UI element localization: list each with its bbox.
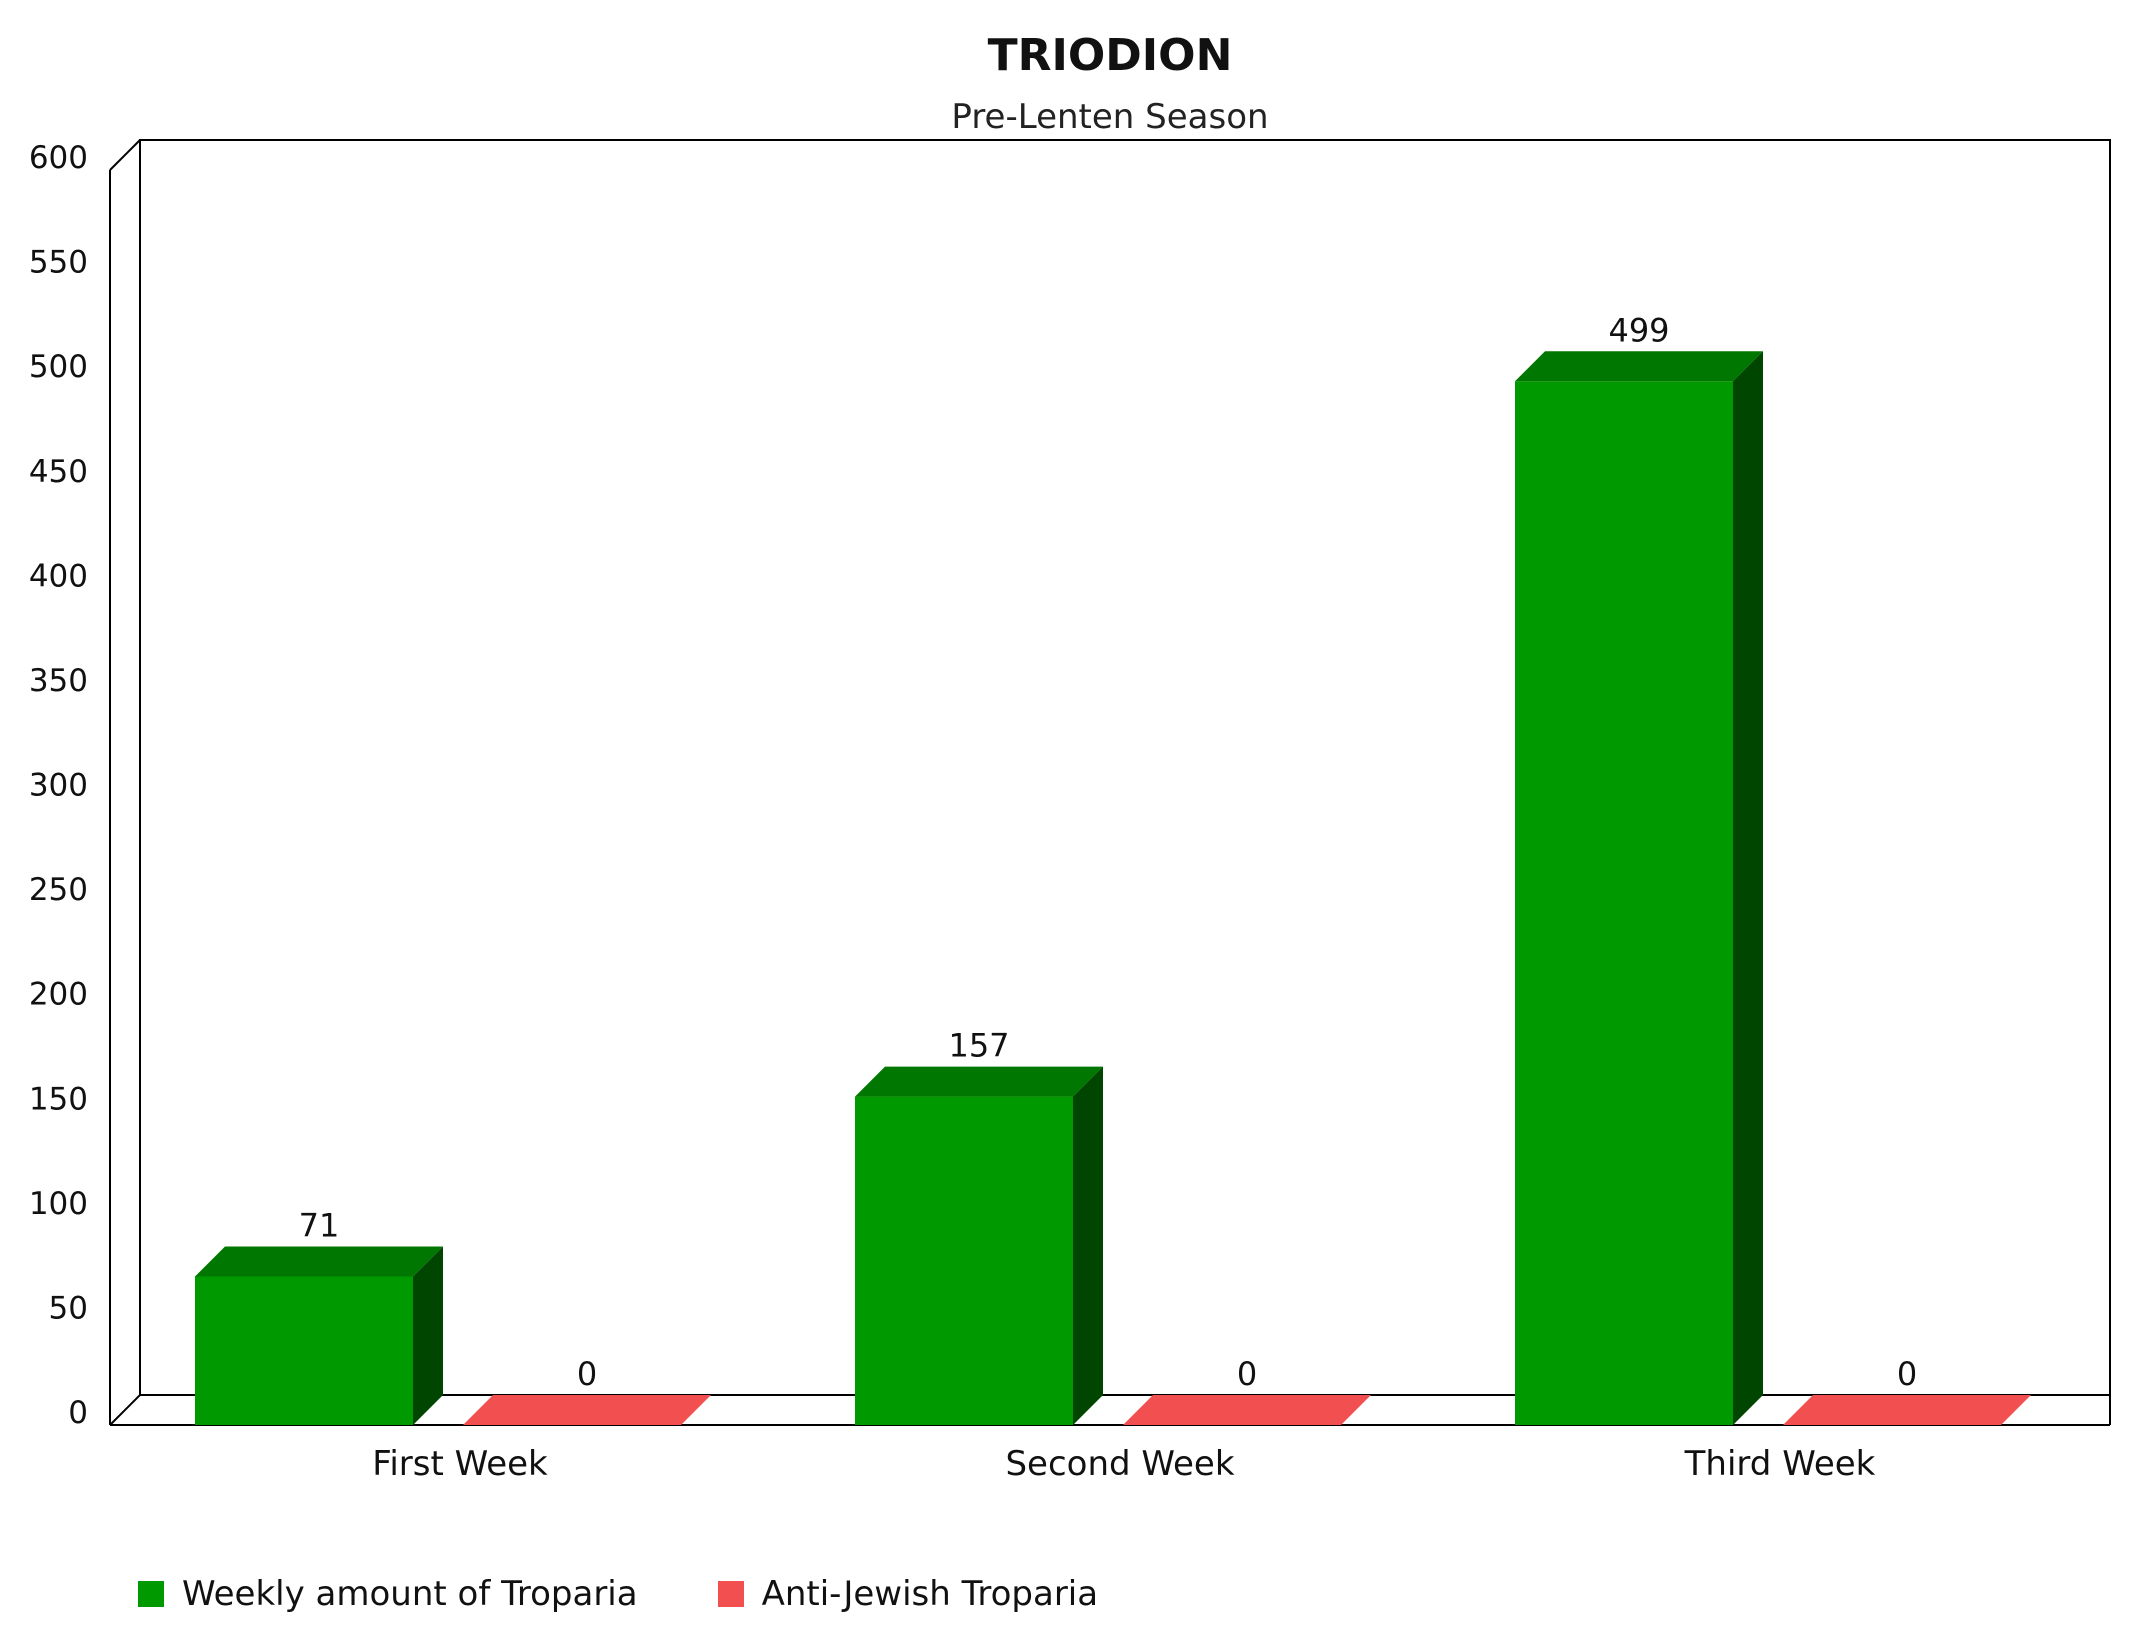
bar-front (195, 1276, 413, 1425)
bar-front (855, 1096, 1073, 1425)
legend: Weekly amount of Troparia Anti-Jewish Tro… (138, 1574, 1098, 1614)
bar-top (1515, 351, 1763, 382)
y-tick-label: 450 (29, 454, 88, 490)
y-tick-label: 50 (49, 1290, 88, 1326)
legend-swatch (717, 1581, 744, 1607)
bar-weekly-troparia: 71 (195, 1206, 443, 1425)
legend-label: Anti-Jewish Troparia (761, 1574, 1099, 1614)
legend-item: Weekly amount of Troparia (138, 1574, 638, 1614)
y-tick-label: 600 (29, 140, 88, 176)
bar-weekly-troparia: 499 (1515, 311, 1763, 1426)
y-tick-label: 250 (29, 872, 88, 908)
plot-frame (109, 139, 2111, 1426)
bar-top (463, 1395, 711, 1425)
data-label: 499 (1608, 311, 1669, 349)
data-label: 0 (577, 1355, 597, 1393)
bar-side (1073, 1066, 1103, 1425)
bar-weekly-troparia: 157 (855, 1027, 1103, 1425)
y-axis: 0 50 100 150 200 250 300 350 400 450 500 550 600 (29, 140, 88, 1431)
legend-swatch (138, 1581, 164, 1607)
bar-top (195, 1246, 443, 1277)
data-label: 157 (948, 1027, 1009, 1065)
back-wall (109, 139, 2111, 1426)
y-tick-label: 400 (29, 558, 88, 594)
bar-top (1783, 1395, 2031, 1425)
bar-anti-jewish-troparia: 0 (1123, 1355, 1371, 1425)
legend-label: Weekly amount of Troparia (182, 1574, 638, 1614)
y-tick-label: 550 (29, 245, 88, 281)
y-tick-label: 150 (29, 1081, 88, 1117)
data-label: 71 (299, 1206, 340, 1244)
top-left-edge (109, 139, 141, 171)
y-tick-label: 100 (29, 1186, 88, 1222)
bar-top (1123, 1395, 1371, 1425)
chart-title: TRIODION (988, 30, 1233, 81)
y-tick-label: 350 (29, 663, 88, 699)
legend-item: Anti-Jewish Troparia (717, 1574, 1099, 1614)
bar-anti-jewish-troparia: 0 (1783, 1355, 2031, 1425)
y-tick-label: 500 (29, 349, 88, 385)
x-axis: First Week Second Week Third Week (372, 1444, 1875, 1484)
y-tick-label: 200 (29, 977, 88, 1013)
y-tick-label: 0 (68, 1395, 88, 1431)
bar-side (413, 1246, 443, 1425)
bars-group: 71 0 157 0 499 0 (195, 311, 2031, 1426)
y-tick-label: 300 (29, 768, 88, 804)
bar-front (1515, 381, 1733, 1426)
chart-subtitle: Pre-Lenten Season (951, 97, 1268, 137)
x-tick-label: First Week (372, 1444, 548, 1484)
data-label: 0 (1237, 1355, 1257, 1393)
bar-side (1733, 351, 1763, 1426)
data-label: 0 (1897, 1355, 1917, 1393)
x-tick-label: Second Week (1005, 1444, 1234, 1484)
x-tick-label: Third Week (1684, 1444, 1876, 1484)
bar-anti-jewish-troparia: 0 (463, 1355, 711, 1425)
bar-top (855, 1066, 1103, 1097)
